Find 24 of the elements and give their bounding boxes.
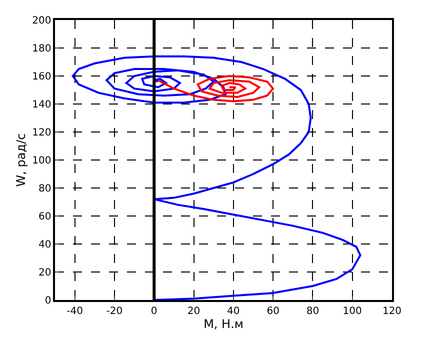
y-tick-label: 160: [32, 72, 52, 82]
y-tick-label: 180: [32, 44, 52, 54]
x-tick-label: 0: [150, 306, 158, 317]
x-tick-label: -20: [106, 306, 123, 317]
y-tick-label: 120: [32, 128, 52, 138]
y-tick-label: 0: [44, 296, 52, 306]
y-tick-label: 140: [32, 100, 52, 110]
line-series: [72, 55, 362, 300]
y-tick-label: 200: [32, 16, 52, 26]
x-tick-label: 120: [382, 306, 402, 317]
y-tick-label: 20: [38, 268, 52, 278]
y-tick-label: 40: [38, 240, 52, 250]
x-tick-label: 80: [306, 306, 320, 317]
x-tick-label: 100: [342, 306, 362, 317]
x-tick-label: -40: [66, 306, 83, 317]
y-tick-label: 80: [38, 184, 52, 194]
y-axis-title: W, рад/с: [14, 133, 28, 187]
y-tick-label: 60: [38, 212, 52, 222]
x-tick-label: 20: [187, 306, 200, 317]
x-tick-label: 60: [266, 306, 280, 317]
x-tick-label: 40: [227, 306, 240, 317]
x-axis-title: M, Н.м: [204, 317, 244, 332]
y-tick-label: 100: [32, 156, 52, 166]
line-series: [157, 75, 274, 102]
